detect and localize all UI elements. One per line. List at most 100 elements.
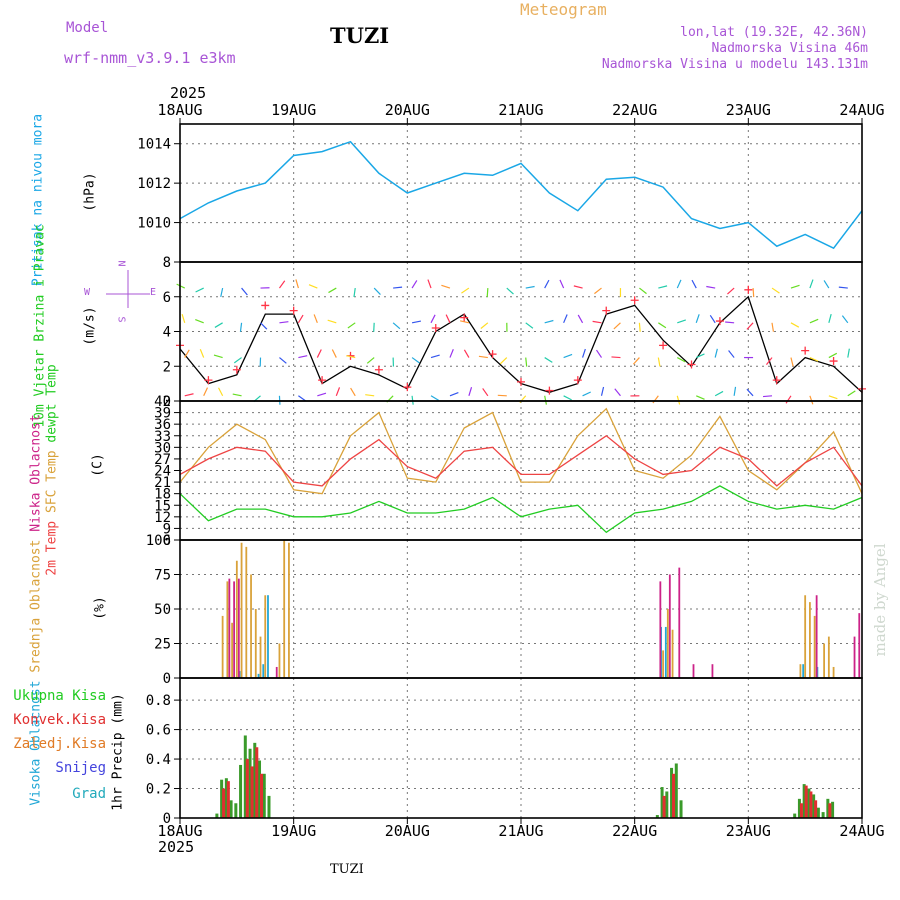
precip-bar xyxy=(821,812,825,818)
model-label: Model xyxy=(66,20,109,36)
precip-bar xyxy=(239,764,243,818)
meteogram-title: Meteogram xyxy=(520,0,607,19)
wind-direction-arrow xyxy=(676,395,681,405)
wind-direction-arrow xyxy=(592,320,602,324)
x-tick-label-bottom: 22AUG xyxy=(612,822,657,840)
wind-direction-arrow xyxy=(298,395,307,402)
precip-bar xyxy=(814,800,818,818)
precip-bar xyxy=(248,748,252,818)
x-tick-label-top: 21AUG xyxy=(498,101,543,119)
wind-direction-arrow xyxy=(449,392,459,397)
wind-direction-arrow xyxy=(594,287,602,295)
wind-direction-arrow xyxy=(728,350,735,358)
gust-marker xyxy=(517,377,525,386)
wind-direction-arrow xyxy=(727,287,735,295)
gust-marker xyxy=(659,341,668,350)
wind-direction-arrow xyxy=(714,348,718,358)
wind-direction-arrow xyxy=(328,287,337,294)
wind-direction-arrow xyxy=(195,287,204,293)
wind-direction-arrow xyxy=(313,314,318,324)
gust-marker xyxy=(261,301,270,310)
wind-direction-arrow xyxy=(335,387,341,397)
y-tick-label: 50 xyxy=(154,602,171,618)
wind-direction-arrow xyxy=(809,279,814,289)
gust-marker xyxy=(488,350,497,359)
wind-direction-arrow xyxy=(544,279,550,289)
wind-direction-arrow xyxy=(611,356,621,359)
precip-bar xyxy=(802,784,806,818)
wind-direction-arrow xyxy=(411,280,418,289)
y-tick-label: 30 xyxy=(154,440,171,456)
compass-rose xyxy=(106,270,150,308)
y-tick-label: 8 xyxy=(163,255,171,271)
y-tick-label: 27 xyxy=(154,452,171,468)
model-name: wrf-nmm_v3.9.1 e3km xyxy=(64,49,236,67)
wind-direction-arrow xyxy=(847,390,856,397)
wind-direction-arrow xyxy=(691,279,697,289)
legend-frozen-rain: Zaledj.Kisa xyxy=(13,736,106,752)
wind-direction-arrow xyxy=(430,314,436,324)
y-tick-label: 75 xyxy=(154,568,171,584)
wind-direction-arrow xyxy=(658,322,667,329)
legend-grad: Grad xyxy=(72,786,106,802)
precip-bar xyxy=(260,773,264,818)
credit-label: made by Angel xyxy=(871,543,889,657)
wind-direction-arrow xyxy=(559,279,565,289)
wind-direction-arrow xyxy=(213,354,223,359)
wind-direction-arrow xyxy=(828,352,838,359)
wind-direction-arrow xyxy=(785,395,792,404)
precip-bar xyxy=(267,795,271,818)
y-tick-label: 0.2 xyxy=(146,782,171,798)
gust-marker xyxy=(602,306,611,315)
wind-direction-arrow xyxy=(279,321,289,324)
wind-direction-arrow xyxy=(232,393,242,397)
wind-direction-arrow xyxy=(790,322,800,328)
wind-direction-arrow xyxy=(577,314,584,324)
precip-bar xyxy=(672,773,676,818)
x-tick-label-top: 18AUG xyxy=(157,101,202,119)
precip-bar xyxy=(799,803,803,818)
wind-direction-arrow xyxy=(316,349,322,358)
y-tick-label: 0 xyxy=(163,671,171,687)
wind-direction-arrow xyxy=(308,284,318,289)
compass-w-label: W xyxy=(84,287,91,298)
wind-direction-arrow xyxy=(233,357,242,364)
wind-direction-arrow xyxy=(790,284,800,289)
precip-bar xyxy=(831,801,835,818)
gust-marker xyxy=(829,357,838,366)
y-tick-label: 24 xyxy=(154,464,171,480)
wind-direction-arrow xyxy=(841,315,849,324)
y-tick-label: 0 xyxy=(163,811,171,827)
temp-2m-label: 2m Temp xyxy=(44,520,60,576)
wind-direction-arrow xyxy=(461,287,470,294)
precip-bar xyxy=(670,767,674,818)
wind-direction-arrow xyxy=(600,386,605,396)
wind-direction-arrow xyxy=(706,285,716,289)
precip-bar xyxy=(662,795,666,818)
precip-bar xyxy=(812,794,816,818)
x-tick-label-bottom: 20AUG xyxy=(385,822,430,840)
wind-direction-arrow xyxy=(463,349,470,358)
wind-direction-arrow xyxy=(752,288,755,298)
wind-direction-arrow xyxy=(181,314,186,323)
wind-direction-arrow xyxy=(411,320,422,324)
wind-direction-arrow xyxy=(347,322,356,329)
wind-direction-arrow xyxy=(449,348,454,358)
precip-bar xyxy=(665,791,669,818)
y-tick-label: 0.6 xyxy=(146,723,171,739)
precip-bar xyxy=(816,807,820,818)
x-tick-label-top: 23AUG xyxy=(726,101,771,119)
gust-marker xyxy=(545,386,554,395)
wind-direction-arrow xyxy=(746,388,754,397)
precip-bar xyxy=(215,813,219,818)
y-tick-label: 9 xyxy=(163,521,171,537)
wind-direction-arrow xyxy=(214,322,223,328)
precip-bar xyxy=(229,800,233,818)
wind-direction-arrow xyxy=(563,353,573,359)
gust-marker xyxy=(204,376,213,385)
wind-direction-arrow xyxy=(241,287,248,296)
precip-bar xyxy=(679,800,683,818)
elevation-label: Nadmorska Visina 46m xyxy=(711,41,868,56)
x-tick-label-bottom: 21AUG xyxy=(498,822,543,840)
